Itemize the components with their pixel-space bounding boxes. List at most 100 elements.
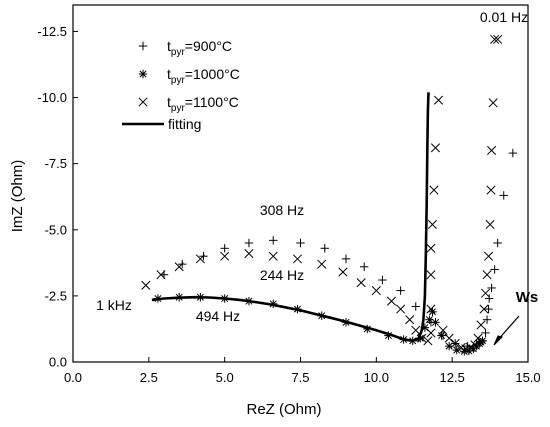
plus-point bbox=[484, 294, 494, 303]
cross-point bbox=[486, 185, 496, 195]
plus-point bbox=[378, 275, 387, 285]
legend: tpyr=900°C tpyr=1000°C tpyr=1100°C fitting bbox=[122, 38, 240, 132]
axes: 0.0 2.5 5.0 7.5 10.0 12.5 15.0 0.0 -2.5 -5.0 -7.5 -… bbox=[37, 24, 540, 385]
cross-point bbox=[411, 325, 421, 335]
cross-point bbox=[317, 259, 327, 269]
cross-point bbox=[156, 270, 166, 280]
cross-point bbox=[487, 145, 497, 155]
y-axis-label: ImZ (Ohm) bbox=[9, 160, 26, 233]
cross-point bbox=[371, 286, 381, 296]
legend-plus-swatch bbox=[138, 41, 148, 51]
annotation-494hz: 494 Hz bbox=[196, 308, 240, 324]
plus-point bbox=[296, 238, 305, 248]
plus-point bbox=[320, 244, 329, 253]
legend-item: fitting bbox=[122, 116, 201, 132]
cross-point bbox=[356, 278, 366, 288]
cross-point bbox=[244, 249, 254, 259]
cross-point bbox=[488, 98, 498, 108]
x-tick-label: 10.0 bbox=[364, 370, 389, 385]
series-cross bbox=[141, 34, 503, 354]
plus-point bbox=[490, 265, 499, 274]
cross-point bbox=[426, 304, 436, 314]
cross-point bbox=[480, 288, 491, 298]
annotation-308hz: 308 Hz bbox=[260, 202, 304, 218]
cross-point bbox=[479, 304, 489, 314]
cross-point bbox=[426, 328, 436, 338]
cross-point bbox=[268, 251, 278, 261]
cross-point bbox=[493, 34, 503, 44]
y-tick-label: -7.5 bbox=[45, 156, 67, 171]
cross-point bbox=[427, 219, 438, 230]
cross-point bbox=[485, 219, 495, 230]
x-axis-label: ReZ (Ohm) bbox=[247, 401, 322, 418]
cross-point bbox=[476, 320, 486, 330]
cross-point bbox=[470, 340, 480, 350]
plus-point bbox=[487, 283, 496, 293]
x-tick-label: 5.0 bbox=[216, 370, 234, 385]
cross-point bbox=[386, 296, 397, 306]
asterisk-point bbox=[428, 307, 437, 316]
plus-point bbox=[269, 236, 278, 245]
fitting-line bbox=[151, 92, 430, 343]
annotation-ws: Ws bbox=[516, 289, 539, 306]
cross-point bbox=[473, 333, 483, 343]
asterisk-point bbox=[444, 341, 454, 351]
cross-point bbox=[292, 254, 303, 264]
asterisk-point bbox=[437, 331, 446, 340]
plus-point bbox=[396, 286, 405, 295]
plus-point bbox=[481, 328, 490, 338]
legend-label: tpyr=1100°C bbox=[167, 94, 239, 114]
annotation-1khz: 1 kHz bbox=[96, 297, 132, 313]
x-tick-label: 0.0 bbox=[64, 370, 82, 385]
annotation-244hz: 244 Hz bbox=[260, 267, 304, 283]
series-layer bbox=[141, 34, 518, 356]
cross-point bbox=[430, 143, 441, 153]
x-tick-label: 15.0 bbox=[515, 370, 540, 385]
y-tick-label: -10.0 bbox=[37, 90, 67, 105]
cross-point bbox=[444, 333, 454, 343]
asterisk-point bbox=[478, 336, 487, 346]
cross-point bbox=[426, 270, 436, 280]
y-tick-label: -12.5 bbox=[37, 24, 67, 39]
legend-item: tpyr=1000°C bbox=[138, 66, 240, 86]
legend-asterisk-swatch bbox=[138, 69, 148, 79]
cross-point bbox=[141, 280, 151, 290]
plus-point bbox=[484, 304, 493, 314]
x-tick-label: 2.5 bbox=[140, 370, 158, 385]
cross-point bbox=[338, 267, 348, 277]
plus-point bbox=[411, 302, 420, 311]
cross-point bbox=[426, 243, 436, 253]
cross-point bbox=[174, 262, 184, 272]
legend-label: fitting bbox=[168, 116, 201, 132]
plus-point bbox=[220, 244, 229, 253]
cross-point bbox=[433, 95, 444, 105]
plus-point bbox=[244, 238, 254, 248]
cross-point bbox=[396, 304, 406, 314]
cross-point bbox=[438, 325, 448, 335]
asterisk-point bbox=[460, 347, 469, 356]
plus-point bbox=[360, 262, 369, 271]
legend-label: tpyr=1000°C bbox=[167, 66, 240, 86]
plus-point bbox=[341, 254, 351, 264]
plus-point bbox=[482, 315, 492, 324]
ws-arrow bbox=[493, 315, 520, 346]
cross-point bbox=[423, 336, 433, 346]
plot-frame bbox=[72, 4, 529, 363]
legend-item: tpyr=1100°C bbox=[138, 94, 239, 114]
plus-point bbox=[499, 191, 508, 200]
plot-border bbox=[72, 4, 529, 363]
cross-point bbox=[490, 34, 500, 44]
cross-point bbox=[450, 338, 460, 349]
cross-point bbox=[482, 270, 492, 280]
annotation-0-01hz: 0.01 Hz bbox=[480, 9, 528, 25]
plus-point bbox=[508, 148, 518, 158]
cross-point bbox=[195, 254, 205, 264]
y-tick-label: -5.0 bbox=[45, 222, 67, 237]
plus-point bbox=[493, 238, 502, 248]
cross-point bbox=[465, 342, 475, 353]
y-tick-label: 0.0 bbox=[49, 355, 67, 370]
legend-label: tpyr=900°C bbox=[167, 38, 232, 58]
asterisk-point bbox=[431, 318, 440, 327]
asterisk-point bbox=[452, 345, 461, 355]
